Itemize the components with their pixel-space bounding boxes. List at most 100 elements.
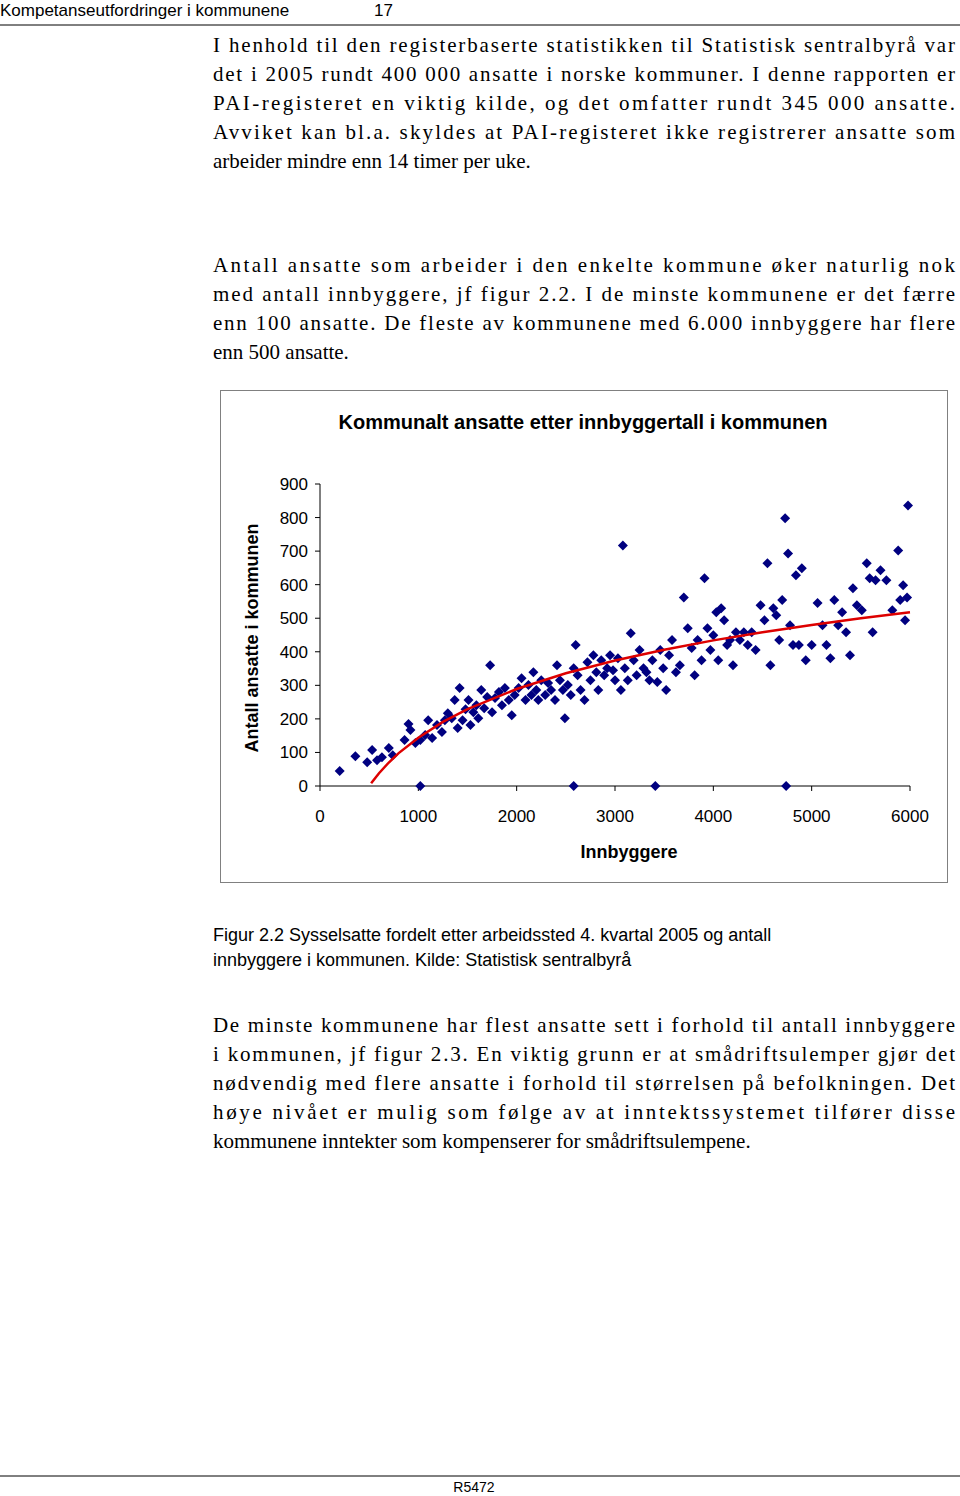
y-tick-label: 0 (299, 777, 308, 796)
scatter-point (585, 675, 595, 685)
scatter-point (783, 548, 793, 558)
paragraph-line: kommunene inntekter som kompenserer for … (213, 1129, 751, 1153)
y-tick (315, 484, 320, 485)
y-tick-label: 100 (280, 743, 308, 762)
scatter-point (455, 683, 465, 693)
scatter-point (620, 663, 630, 673)
running-title: Kompetanseutfordringer i kommunene (0, 1, 289, 20)
scatter-point (465, 720, 475, 730)
y-tick-label: 800 (280, 509, 308, 528)
scatter-point (868, 627, 878, 637)
scatter-point (697, 655, 707, 665)
scatter-point (608, 665, 618, 675)
chart-frame (221, 391, 948, 883)
header-rule (0, 25, 960, 26)
x-tick-label: 3000 (596, 807, 634, 826)
scatter-point (794, 640, 804, 650)
scatter-point (362, 757, 372, 767)
page-number: 17 (374, 1, 393, 20)
scatter-point (453, 723, 463, 733)
scatter-point (415, 781, 425, 791)
scatter-point (719, 615, 729, 625)
y-tick-label: 300 (280, 676, 308, 695)
y-tick (315, 651, 320, 652)
y-axis-label: Antall ansatte i kommunen (242, 523, 262, 752)
paragraph-line: De minste kommunene har flest ansatte se… (213, 1013, 955, 1037)
scatter-point (566, 690, 576, 700)
footer-rule (0, 1476, 960, 1477)
scatter-point (807, 640, 817, 650)
scatter-point (563, 680, 573, 690)
scatter-point (485, 660, 495, 670)
x-tick-label: 2000 (498, 807, 536, 826)
scatter-point (632, 670, 642, 680)
paragraph-line: høye nivået er mulig som følge av at inn… (213, 1100, 955, 1124)
scatter-point (507, 710, 517, 720)
scatter-point (675, 660, 685, 670)
scatter-point (845, 650, 855, 660)
y-tick (315, 786, 320, 787)
paragraph-line: I henhold til den registerbaserte statis… (213, 33, 955, 57)
scatter-point (902, 592, 912, 602)
scatter-point (801, 655, 811, 665)
y-tick-label: 200 (280, 710, 308, 729)
scatter-point (458, 715, 468, 725)
scatter-point (658, 663, 668, 673)
scatter-point (777, 595, 787, 605)
y-tick-label: 500 (280, 609, 308, 628)
scatter-point (893, 545, 903, 555)
y-axis-line (320, 484, 321, 786)
scatter-point (623, 675, 633, 685)
report-code: R5472 (453, 1479, 494, 1495)
scatter-point (705, 645, 715, 655)
plot-area (335, 500, 913, 791)
scatter-point (848, 583, 858, 593)
scatter-point (791, 570, 801, 580)
scatter-point (528, 667, 538, 677)
page: Kompetanseutfordringer i kommunene 17 I he… (0, 0, 960, 1496)
scatter-point (862, 558, 872, 568)
scatter-point (713, 655, 723, 665)
scatter-point (593, 685, 603, 695)
scatter-point (728, 660, 738, 670)
x-tick (615, 786, 616, 791)
y-tick (315, 584, 320, 585)
x-tick-label: 6000 (891, 807, 929, 826)
page-background (0, 0, 960, 1496)
scatter-point (437, 727, 447, 737)
scatter-point (771, 610, 781, 620)
scatter-point (683, 623, 693, 633)
paragraph-line: i kommunen, jf figur 2.3. En viktig grun… (213, 1042, 955, 1066)
scatter-point (679, 592, 689, 602)
scatter-point (350, 751, 360, 761)
scatter-point (743, 640, 753, 650)
chart-title: Kommunalt ansatte etter innbyggertall i … (339, 411, 828, 433)
scatter-point (473, 713, 483, 723)
y-tick (315, 618, 320, 619)
paragraph-line: Antall ansatte som arbeider i den enkelt… (213, 253, 955, 277)
scatter-point (702, 623, 712, 633)
scatter-point (871, 575, 881, 585)
scatter-point (626, 628, 636, 638)
y-tick (315, 551, 320, 552)
scatter-point (898, 580, 908, 590)
trend-line (371, 612, 910, 783)
scatter-point (825, 653, 835, 663)
paragraph-line: nødvendig med flere ansatte i forhold ti… (213, 1071, 955, 1095)
y-tick-label: 400 (280, 643, 308, 662)
scatter-point (580, 695, 590, 705)
scatter-point (552, 660, 562, 670)
scatter-point (667, 635, 677, 645)
x-tick (910, 786, 911, 791)
x-tick (320, 786, 321, 791)
x-tick (811, 786, 812, 791)
paragraph-line: med antall innbyggere, jf figur 2.2. I d… (213, 282, 955, 306)
scatter-point (837, 607, 847, 617)
scatter-point (759, 615, 769, 625)
scatter-point (618, 540, 628, 550)
scatter-point (751, 645, 761, 655)
y-tick-label: 900 (280, 475, 308, 494)
scatter-point (813, 598, 823, 608)
scatter-point (664, 650, 674, 660)
scatter-point (699, 573, 709, 583)
